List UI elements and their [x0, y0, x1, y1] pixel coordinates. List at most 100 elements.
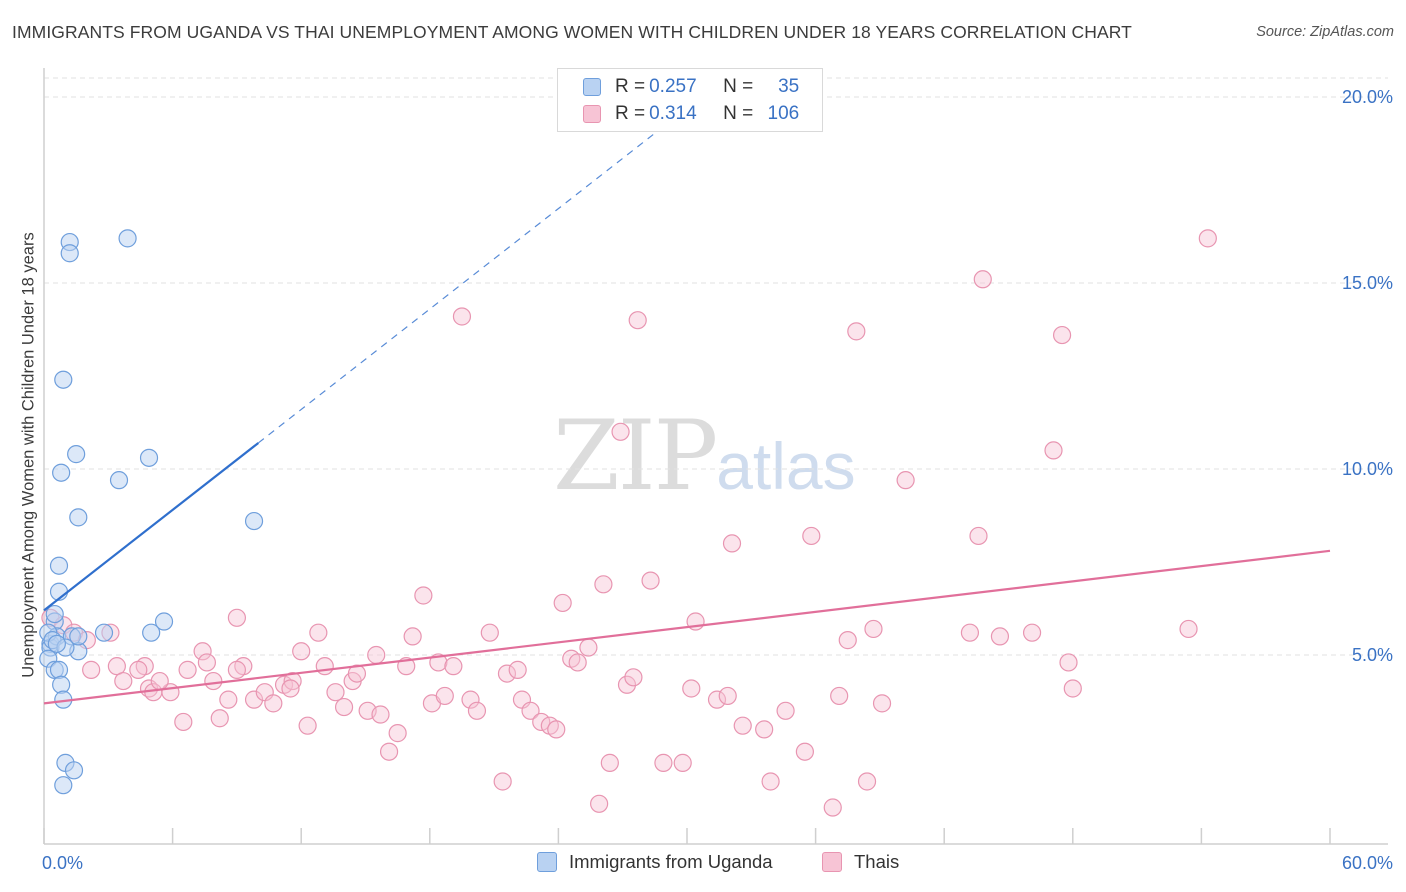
thai-point [197, 653, 216, 672]
thai-point [568, 653, 587, 672]
thai-point [114, 671, 133, 691]
thai-trend-line [43, 549, 1331, 705]
thai-point [82, 660, 101, 679]
thai-point [298, 716, 317, 735]
uganda-point [67, 445, 86, 464]
uganda-point [154, 612, 174, 631]
y-tick-label: 10.0% [1342, 459, 1393, 479]
thai-point [367, 645, 386, 665]
thai-point [990, 627, 1010, 646]
thai-point [1022, 623, 1042, 642]
thai-point [379, 742, 399, 761]
thai-point [315, 657, 334, 676]
thai-point [326, 683, 345, 702]
y-tick-label: 5.0% [1352, 645, 1393, 665]
correlation-legend: R = 0.257 N = 35 R = 0.314 N = 106 [557, 68, 823, 132]
legend-row-thai: R = 0.314 N = 106 [583, 102, 799, 126]
y-tick-label: 15.0% [1342, 273, 1393, 293]
thai-point [493, 772, 512, 791]
uganda-legend-swatch [537, 852, 557, 872]
thai-point [467, 701, 487, 720]
thai-point [371, 705, 390, 724]
thai-point [547, 720, 566, 739]
uganda-r-value: 0.257 [649, 76, 697, 97]
thai-point [641, 571, 660, 590]
uganda-point [49, 660, 69, 679]
uganda-swatch [583, 78, 601, 96]
thai-point [722, 534, 742, 553]
legend-item-uganda[interactable]: Immigrants from Uganda [537, 851, 773, 873]
uganda-r-label: R = [615, 76, 646, 97]
uganda-point [118, 229, 137, 248]
thai-point [1198, 229, 1217, 248]
y-tick-label: 20.0% [1342, 87, 1393, 107]
uganda-point [109, 471, 129, 490]
thai-point [857, 772, 877, 791]
thai-point [435, 686, 454, 706]
uganda-n-value: 35 [778, 76, 800, 97]
thai-point [244, 690, 264, 709]
thai-point [896, 471, 915, 490]
uganda-legend-label: Immigrants from Uganda [569, 851, 773, 872]
thai-point [497, 664, 517, 683]
thai-point [594, 575, 613, 594]
thai-point [264, 694, 283, 713]
thai-point [1179, 619, 1198, 639]
uganda-points [39, 229, 264, 795]
uganda-point [54, 776, 73, 795]
thai-point [838, 631, 857, 650]
uganda-point [52, 675, 71, 694]
thai-point [227, 660, 246, 679]
thai-point [292, 642, 311, 661]
thai-point [969, 526, 988, 546]
thai-point [830, 686, 849, 706]
thai-point [761, 772, 780, 791]
thai-point [403, 627, 422, 646]
thai-point [1044, 441, 1063, 460]
gridlines [44, 77, 1388, 656]
thai-point [973, 270, 992, 289]
thai-legend-swatch [822, 852, 842, 872]
thai-point [624, 668, 643, 687]
thai-point [611, 422, 630, 441]
thai-n-value: 106 [767, 103, 800, 124]
thai-point [283, 671, 302, 691]
thai-point [718, 686, 737, 706]
uganda-point [69, 508, 88, 527]
thai-r-value: 0.314 [649, 103, 697, 124]
thai-point [508, 660, 527, 679]
thai-point [129, 660, 148, 679]
thai-swatch [583, 105, 601, 123]
thai-point [281, 679, 300, 698]
uganda-point [142, 623, 161, 642]
thai-point [590, 794, 609, 813]
uganda-point [64, 761, 84, 780]
thai-point [1063, 679, 1082, 698]
uganda-trend-line [43, 442, 260, 612]
thai-point [1059, 653, 1078, 672]
legend-item-thai[interactable]: Thais [822, 851, 899, 873]
thai-point [461, 690, 480, 709]
thai-point [617, 675, 637, 694]
thai-point [802, 526, 821, 546]
uganda-point [49, 556, 69, 575]
chart-title: IMMIGRANTS FROM UGANDA VS THAI UNEMPLOYM… [12, 22, 1132, 42]
watermark-atlas: atlas [716, 429, 856, 503]
thai-point [347, 664, 367, 683]
thai-point [673, 753, 692, 772]
thai-point [872, 694, 892, 713]
thai-point [960, 623, 980, 642]
thai-point [553, 593, 572, 613]
thai-point [579, 638, 598, 657]
thai-point [414, 586, 433, 605]
y-axis-label: Unemployment Among Women with Children U… [19, 232, 38, 678]
thai-point [795, 742, 814, 761]
thai-point [600, 753, 619, 772]
thai-point [776, 701, 795, 720]
thai-point [847, 322, 866, 341]
uganda-point [139, 448, 159, 467]
thai-point [309, 623, 328, 642]
source-credit: Source: ZipAtlas.com [1256, 24, 1394, 40]
legend-row-uganda: R = 0.257 N = 35 [583, 75, 799, 99]
